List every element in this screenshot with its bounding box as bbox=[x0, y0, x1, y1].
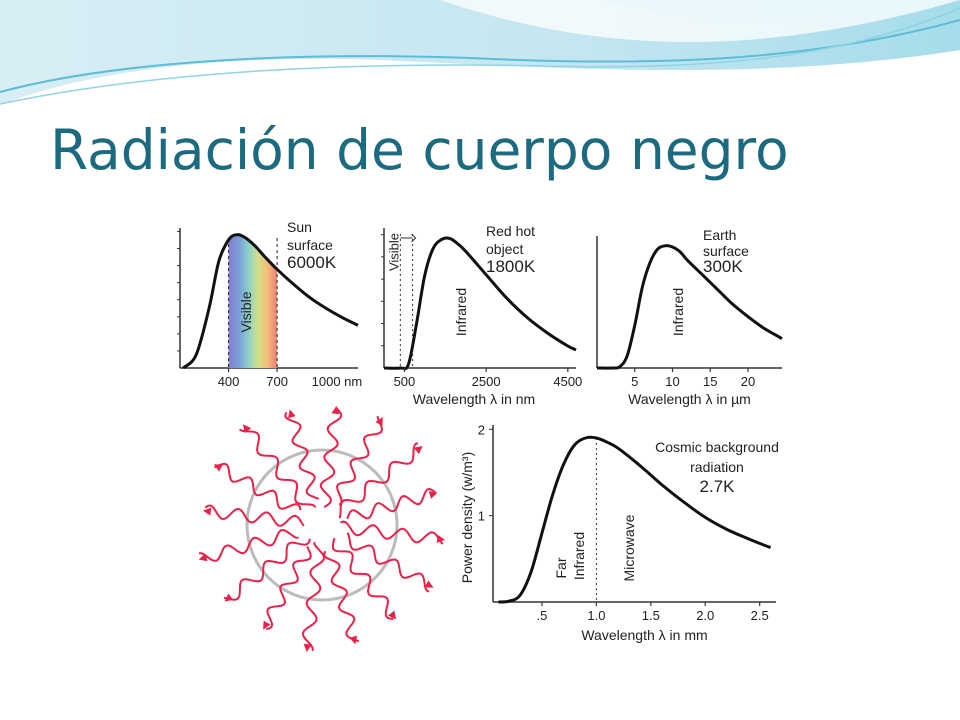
y-tick-label: 2 bbox=[478, 422, 485, 437]
radiation-arrowhead bbox=[303, 643, 312, 653]
x-axis-label: Wavelength λ in mm bbox=[581, 627, 707, 643]
x-tick-label: 15 bbox=[703, 374, 717, 389]
radiation-arrowhead bbox=[202, 507, 212, 516]
radiation-wave bbox=[335, 415, 384, 506]
radiation-wave bbox=[323, 550, 360, 643]
radiation-wave bbox=[284, 411, 320, 500]
radiation-wave bbox=[331, 537, 394, 620]
radiation-wave bbox=[266, 545, 312, 630]
radiation-arrowhead bbox=[436, 534, 446, 543]
band-label: Infrared bbox=[453, 288, 469, 336]
radiation-arrowhead bbox=[263, 620, 271, 630]
radiation-arrowhead bbox=[213, 464, 223, 472]
blackbody-circle bbox=[245, 448, 399, 602]
annotation-line: Cosmic background bbox=[655, 439, 779, 455]
red-hot-curve bbox=[383, 236, 577, 371]
radiation-arrowhead bbox=[224, 593, 234, 602]
annotation-line: 2.7K bbox=[700, 477, 736, 496]
annotation-line: Red hot bbox=[486, 223, 535, 239]
band-label-far: Far bbox=[553, 557, 569, 578]
radiation-arrowhead bbox=[243, 424, 252, 434]
x-tick-label: 10 bbox=[665, 374, 679, 389]
radiation-wave bbox=[239, 428, 317, 508]
radiation-arrowhead bbox=[288, 409, 296, 419]
x-tick-label: 1.0 bbox=[587, 608, 605, 623]
x-tick-label: 2500 bbox=[472, 374, 501, 389]
radiation-wave bbox=[223, 538, 311, 601]
visible-side-label: Visible bbox=[386, 233, 401, 271]
decorative-header-banner bbox=[0, 0, 960, 105]
annotation-line: radiation bbox=[690, 459, 744, 475]
radiation-arrowhead bbox=[198, 553, 208, 562]
radiation-wave bbox=[301, 541, 326, 651]
blackbody-radiator-illustration bbox=[198, 405, 446, 653]
page-title: Radiación de cuerpo negro bbox=[50, 118, 789, 182]
annotation-line: surface bbox=[287, 237, 333, 253]
sun-curve bbox=[182, 233, 359, 370]
annotation-line: 1800K bbox=[486, 257, 536, 276]
annotation-line: Sun bbox=[287, 219, 312, 235]
radiation-wave bbox=[346, 532, 430, 593]
chart-red-hot-object: 500 2500 4500 Visible Infrared Red hot object1… bbox=[381, 223, 582, 407]
x-axis-label: Wavelength λ in µm bbox=[628, 391, 751, 407]
radiation-arrowhead bbox=[375, 416, 383, 426]
radiation-wave bbox=[213, 462, 302, 511]
radiation-arrowhead bbox=[428, 491, 438, 499]
y-axis-label: Power density (w/m³) bbox=[459, 452, 475, 583]
band-label-infrared: Infrared bbox=[571, 532, 587, 580]
x-tick-label: 2.5 bbox=[751, 608, 769, 623]
annotation-line: surface bbox=[703, 243, 749, 259]
earth-curve bbox=[596, 244, 783, 370]
radiation-wave bbox=[346, 487, 436, 520]
x-tick-label: 2.0 bbox=[696, 608, 714, 623]
radiation-wave bbox=[204, 504, 305, 527]
band-label: Visible bbox=[238, 291, 254, 332]
annotation-line: 6000K bbox=[287, 253, 337, 272]
band-label-microwave: Microwave bbox=[621, 514, 637, 581]
radiation-arrowhead bbox=[388, 610, 397, 620]
radiation-wave bbox=[338, 442, 419, 519]
x-tick-label: 5 bbox=[631, 374, 638, 389]
annotation-line: object bbox=[486, 241, 523, 257]
x-tick-label: 1000 nm bbox=[312, 374, 363, 389]
annotation-line: 300K bbox=[703, 257, 743, 276]
radiation-arrowhead bbox=[349, 635, 358, 645]
x-tick-label: 20 bbox=[741, 374, 755, 389]
radiation-wave bbox=[340, 520, 444, 545]
x-tick-label: 700 bbox=[266, 374, 288, 389]
x-tick-label: 500 bbox=[394, 374, 416, 389]
y-tick-label: 1 bbox=[478, 509, 485, 524]
cosmic-curve bbox=[498, 435, 772, 604]
radiation-arrowhead bbox=[424, 580, 434, 588]
band-label: Infrared bbox=[670, 288, 686, 336]
radiation-arrowhead bbox=[331, 405, 340, 415]
x-tick-label: .5 bbox=[537, 608, 548, 623]
x-axis-label: Wavelength λ in nm bbox=[413, 391, 535, 407]
radiation-wave bbox=[319, 407, 343, 508]
radiation-wave bbox=[198, 528, 299, 562]
bracket-arrow bbox=[411, 233, 417, 243]
annotation-line: Earth bbox=[703, 227, 736, 243]
x-tick-label: 400 bbox=[218, 374, 240, 389]
x-tick-label: 4500 bbox=[553, 374, 582, 389]
radiation-arrowhead bbox=[413, 446, 423, 455]
x-tick-label: 1.5 bbox=[642, 608, 660, 623]
